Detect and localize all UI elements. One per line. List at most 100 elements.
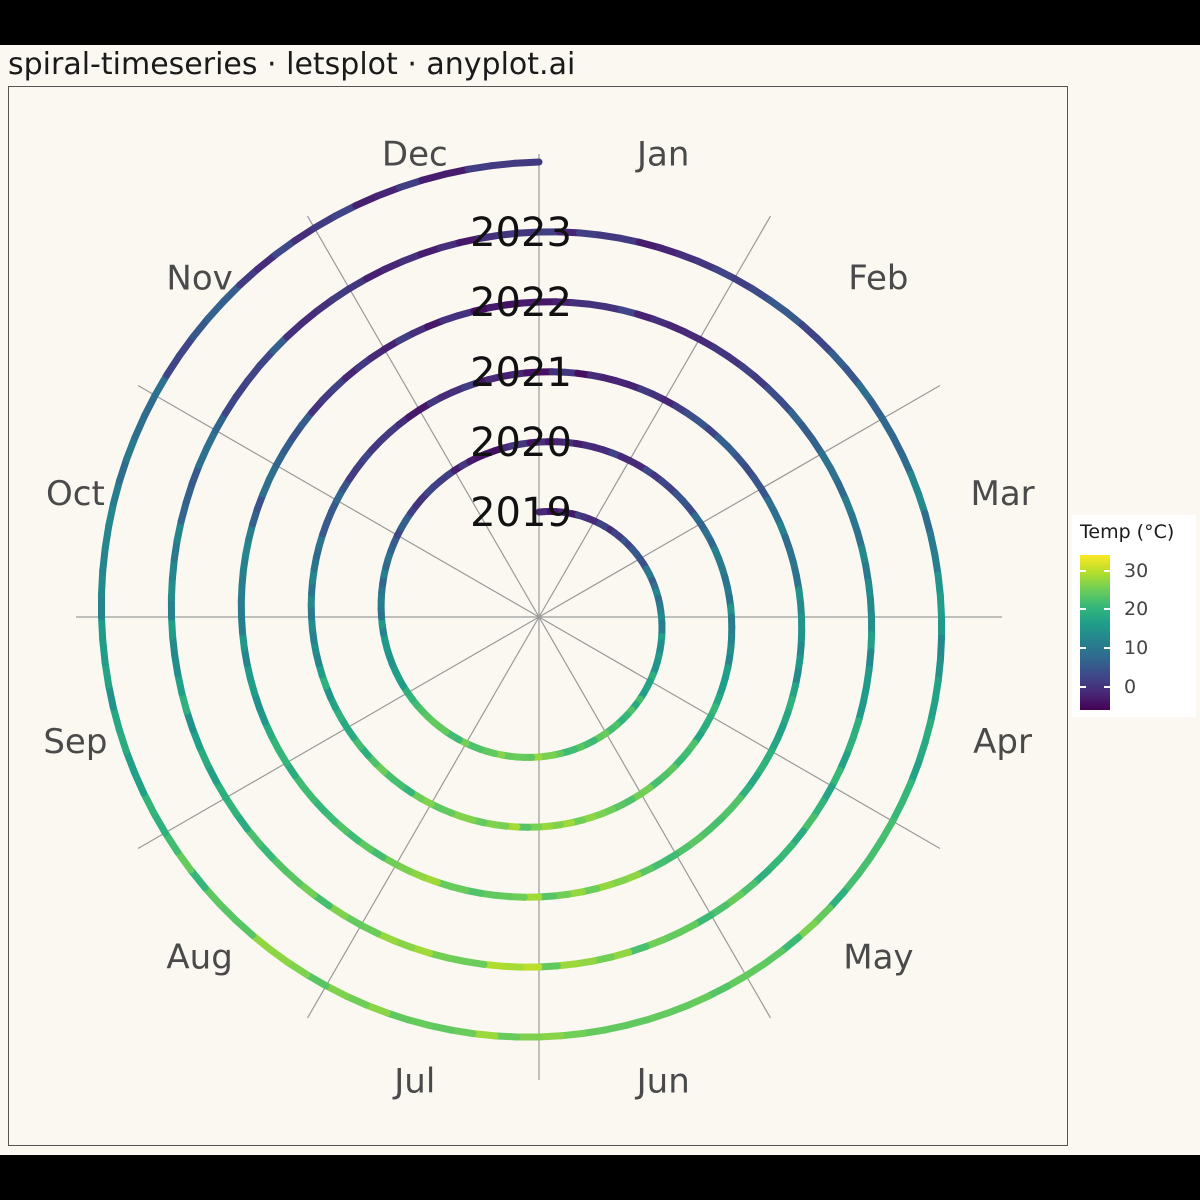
spiral-segment-2023 <box>491 1032 521 1041</box>
spiral-segment-2023 <box>174 848 195 874</box>
spiral-segment-2023 <box>488 159 519 170</box>
plot-panel: Jan Feb Mar Apr May Jun Jul Aug Sep Oct Nov Dec 201… <box>8 86 1068 1146</box>
spiral-segment-2023 <box>557 1030 587 1040</box>
spoke-mar <box>538 384 941 618</box>
spiral-segment-2023 <box>310 212 339 232</box>
spiral-segment-2023 <box>742 960 768 980</box>
spiral-segment-2023 <box>447 1026 477 1038</box>
spiral-segment-2023 <box>684 992 712 1009</box>
spiral-segment-2023 <box>811 904 834 927</box>
spiral-segment-2023 <box>109 704 123 733</box>
spiral-segment-2023 <box>266 945 292 966</box>
spiral-segment-2023 <box>931 676 942 705</box>
spiral-segment-2023 <box>331 202 360 220</box>
spiral-segment-2023 <box>161 829 181 856</box>
spiral-segment-2023 <box>404 1016 433 1029</box>
spiral-segment-2023 <box>110 477 124 507</box>
spiral-segment-2023 <box>216 900 240 924</box>
spiral-segment-2023 <box>141 391 159 420</box>
month-label-jun: Jun <box>635 1062 690 1102</box>
spiral-segment-2023 <box>187 866 209 892</box>
spiral-series <box>98 158 945 1041</box>
spiral-segment-2023 <box>122 747 138 776</box>
spoke-jun <box>538 616 772 1019</box>
spiral-segment-2023 <box>123 433 139 463</box>
spiral-segment-2023 <box>116 455 131 485</box>
spiral-segment-2023 <box>937 634 945 663</box>
spiral-segment-2023 <box>236 265 261 289</box>
month-label-mar: Mar <box>971 474 1035 514</box>
year-label-2019: 2019 <box>470 490 572 536</box>
spiral-segment-2023 <box>579 1026 608 1037</box>
legend-tick-label: 30 <box>1124 559 1149 582</box>
spiral-segment-2023 <box>115 726 130 755</box>
chart-canvas: spiral-timeseries · letsplot · anyplot.a… <box>0 45 1200 1155</box>
spiral-segment-2023 <box>643 1009 672 1024</box>
spiral-segment-2023 <box>795 919 819 941</box>
legend-tick-label: 20 <box>1124 598 1149 621</box>
spiral-segment-2023 <box>464 162 496 173</box>
spiral-segment-2023 <box>189 315 212 341</box>
chart-title: spiral-timeseries · letsplot · anyplot.a… <box>8 47 576 82</box>
legend-title: Temp (°C) <box>1080 521 1175 543</box>
spiral-segment-2023 <box>723 972 750 990</box>
spiral-segment-2023 <box>105 499 118 530</box>
spiral-segment-2023 <box>101 522 113 552</box>
spiral-segment-2023 <box>426 1022 455 1034</box>
year-label-2020: 2020 <box>470 420 572 466</box>
spiral-segment-2023 <box>469 1030 499 1040</box>
spiral-segment-2023 <box>441 165 472 178</box>
spiral-segment-2023 <box>291 224 318 245</box>
spiral-segment-2023 <box>511 158 543 167</box>
spiral-segment-2023 <box>151 371 171 399</box>
spoke-dec <box>306 215 540 618</box>
spiral-segment-2023 <box>284 959 311 979</box>
spiral-segment-2023 <box>907 759 923 787</box>
spiral-segment-2023 <box>99 636 109 667</box>
legend-tick-label: 0 <box>1124 675 1137 698</box>
spiral-segment-2023 <box>927 697 939 726</box>
spiral-segment-2023 <box>878 817 897 844</box>
spiral-plot: Jan Feb Mar Apr May Jun Jul Aug Sep Oct Nov Dec 201… <box>43 134 1034 1101</box>
spiral-segment-2023 <box>303 971 330 990</box>
spiral-segment-2023 <box>322 982 350 1000</box>
spiral-segment-2023 <box>854 854 874 879</box>
month-label-oct: Oct <box>46 474 105 514</box>
spiral-segment-2023 <box>622 1016 651 1029</box>
month-spokes <box>76 154 1002 1080</box>
spiral-segment-2023 <box>362 1001 391 1017</box>
spiral-segment-2023 <box>131 412 148 441</box>
spiral-segment-2023 <box>921 718 935 746</box>
spiral-segment-2023 <box>272 237 299 259</box>
month-labels: Jan Feb Mar Apr May Jun Jul Aug Sep Oct Nov Dec <box>43 134 1034 1101</box>
spiral-segment-2023 <box>130 768 148 797</box>
legend-tick-label: 10 <box>1124 637 1149 659</box>
spoke-may <box>538 616 941 850</box>
spiral-segment-2023 <box>934 655 944 684</box>
month-label-dec: Dec <box>382 134 448 174</box>
spiral-segment-2023 <box>418 170 449 184</box>
spoke-aug <box>306 616 540 1019</box>
spiral-segment-2023 <box>396 176 426 192</box>
spiral-segment-2023 <box>866 836 886 862</box>
month-label-jul: Jul <box>392 1062 435 1102</box>
spiral-segment-2023 <box>140 789 158 817</box>
spiral-segment-2023 <box>175 333 197 360</box>
spiral-segment-2023 <box>704 983 731 1000</box>
spoke-sep <box>137 616 540 850</box>
spiral-segment-2023 <box>204 298 227 323</box>
month-label-feb: Feb <box>848 259 908 299</box>
spiral-segment-2023 <box>898 779 915 806</box>
spiral-segment-2023 <box>105 681 117 711</box>
month-label-nov: Nov <box>166 259 232 299</box>
spiral-segment-2023 <box>253 251 280 273</box>
year-label-2022: 2022 <box>470 280 572 326</box>
month-label-apr: Apr <box>973 722 1032 762</box>
color-legend: Temp (°C) 30 20 10 0 <box>1072 515 1196 717</box>
spiral-segment-2023 <box>342 992 370 1009</box>
spiral-segment-2023 <box>760 947 786 968</box>
spiral-segment-2023 <box>383 1009 412 1024</box>
spiral-segment-2023 <box>220 281 244 305</box>
spiral-segment-2023 <box>232 916 256 939</box>
spiral-segment-2023 <box>600 1022 630 1034</box>
